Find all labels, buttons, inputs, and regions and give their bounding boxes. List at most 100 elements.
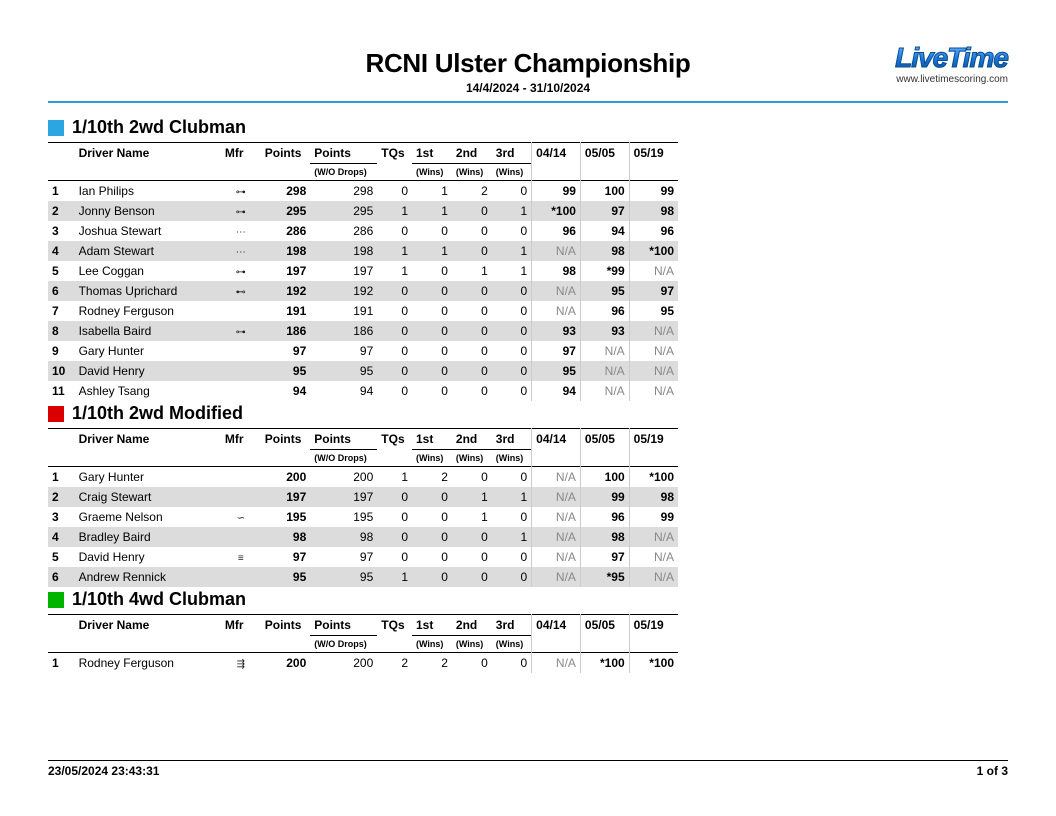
cell: Rodney Ferguson xyxy=(75,301,221,321)
cell: 0 xyxy=(492,281,532,301)
event-cell: 100 xyxy=(580,181,629,202)
cell: 0 xyxy=(492,361,532,381)
cell: 0 xyxy=(412,321,452,341)
table-row: 8Isabella Baird⊶18618600009393N/A xyxy=(48,321,678,341)
table-row: 3Graeme Nelson∽1951950010N/A9699 xyxy=(48,507,678,527)
event-cell: N/A xyxy=(629,261,678,281)
cell xyxy=(221,361,261,381)
cell: Gary Hunter xyxy=(75,341,221,361)
group-title: 1/10th 4wd Clubman xyxy=(72,589,246,610)
cell: 0 xyxy=(377,381,412,401)
cell: 0 xyxy=(412,361,452,381)
cell: 0 xyxy=(452,281,492,301)
table-row: 6Andrew Rennick95951000N/A*95N/A xyxy=(48,567,678,587)
cell: Ashley Tsang xyxy=(75,381,221,401)
col-header: TQs xyxy=(377,429,412,467)
cell: 97 xyxy=(261,547,311,567)
col-header-event: 05/05 xyxy=(580,143,629,181)
event-cell: N/A xyxy=(629,527,678,547)
cell: 200 xyxy=(310,653,377,674)
table-row: 2Craig Stewart1971970011N/A9998 xyxy=(48,487,678,507)
col-header: Points xyxy=(310,429,377,450)
cell: 2 xyxy=(412,467,452,488)
cell: Joshua Stewart xyxy=(75,221,221,241)
group-title-row: 1/10th 2wd Clubman xyxy=(48,117,1008,138)
cell: ⊶ xyxy=(221,261,261,281)
cell: 2 xyxy=(412,653,452,674)
cell: ⊶ xyxy=(221,201,261,221)
footer-timestamp: 23/05/2024 23:43:31 xyxy=(48,764,159,778)
event-cell: 95 xyxy=(629,301,678,321)
event-cell: N/A xyxy=(629,381,678,401)
cell: 0 xyxy=(412,301,452,321)
date-range: 14/4/2024 - 31/10/2024 xyxy=(48,81,1008,95)
cell: 200 xyxy=(310,467,377,488)
cell: 95 xyxy=(261,567,311,587)
cell: 0 xyxy=(377,361,412,381)
table-row: 1Ian Philips⊶29829801209910099 xyxy=(48,181,678,202)
cell: 0 xyxy=(452,241,492,261)
cell: 97 xyxy=(261,341,311,361)
col-header-event: 04/14 xyxy=(532,615,581,653)
cell: 286 xyxy=(310,221,377,241)
group-swatch xyxy=(48,592,64,608)
event-cell: N/A xyxy=(532,527,581,547)
cell: 6 xyxy=(48,567,75,587)
cell: 0 xyxy=(452,653,492,674)
event-cell: N/A xyxy=(532,507,581,527)
cell: Gary Hunter xyxy=(75,467,221,488)
cell xyxy=(221,381,261,401)
col-header: Points xyxy=(310,615,377,636)
event-cell: N/A xyxy=(532,547,581,567)
cell: 186 xyxy=(261,321,311,341)
col-header: 2nd xyxy=(452,429,492,450)
cell: 1 xyxy=(377,261,412,281)
cell: 197 xyxy=(310,261,377,281)
event-cell: N/A xyxy=(532,487,581,507)
cell: 1 xyxy=(492,261,532,281)
col-header-event: 05/05 xyxy=(580,615,629,653)
cell: Bradley Baird xyxy=(75,527,221,547)
cell: 3 xyxy=(48,221,75,241)
cell: 0 xyxy=(412,381,452,401)
col-header: Points xyxy=(261,143,311,181)
cell: 0 xyxy=(412,547,452,567)
cell: 0 xyxy=(492,181,532,202)
table-row: 4Adam Stewart⋯1981981101N/A98*100 xyxy=(48,241,678,261)
cell xyxy=(221,467,261,488)
cell: 192 xyxy=(261,281,311,301)
cell: 0 xyxy=(492,301,532,321)
col-subheader: (Wins) xyxy=(492,164,532,181)
group-title: 1/10th 2wd Modified xyxy=(72,403,243,424)
cell: Lee Coggan xyxy=(75,261,221,281)
cell: ⊶ xyxy=(221,321,261,341)
event-cell: 97 xyxy=(580,547,629,567)
col-header-event: 04/14 xyxy=(532,429,581,467)
event-cell: 99 xyxy=(629,507,678,527)
col-header: 3rd xyxy=(492,143,532,164)
cell: 1 xyxy=(377,241,412,261)
col-subheader: (W/O Drops) xyxy=(310,450,377,467)
cell: 0 xyxy=(492,341,532,361)
cell: 0 xyxy=(412,261,452,281)
event-cell: 97 xyxy=(532,341,581,361)
event-cell: 98 xyxy=(629,201,678,221)
cell: 97 xyxy=(310,547,377,567)
col-header: 1st xyxy=(412,615,452,636)
cell: 0 xyxy=(412,221,452,241)
event-cell: *100 xyxy=(532,201,581,221)
cell: 198 xyxy=(310,241,377,261)
event-cell: N/A xyxy=(629,567,678,587)
report-header: RCNI Ulster Championship 14/4/2024 - 31/… xyxy=(48,48,1008,103)
cell: 10 xyxy=(48,361,75,381)
standings-table: Driver NameMfrPointsPointsTQs1st2nd3rd04… xyxy=(48,142,678,401)
cell: 1 xyxy=(48,653,75,674)
cell: 97 xyxy=(310,341,377,361)
table-row: 11Ashley Tsang9494000094N/AN/A xyxy=(48,381,678,401)
cell: 0 xyxy=(492,321,532,341)
table-row: 5David Henry≡97970000N/A97N/A xyxy=(48,547,678,567)
cell: 298 xyxy=(310,181,377,202)
cell: 0 xyxy=(492,567,532,587)
cell xyxy=(221,341,261,361)
cell: 6 xyxy=(48,281,75,301)
